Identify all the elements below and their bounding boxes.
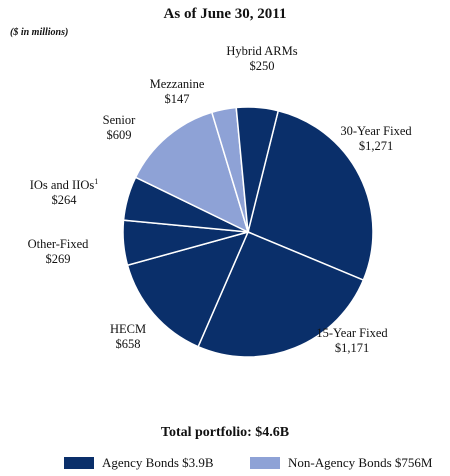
pie-slice-15-year-fixed [197, 231, 365, 358]
total-portfolio-label: Total portfolio: $4.6B [160, 425, 290, 440]
legend-item-agency: Agency Bonds $3.9B [64, 455, 214, 471]
unit-note: ($ in millions) [10, 27, 69, 38]
slice-label-30-year-fixed: 30-Year Fixed $1,271 [340, 124, 412, 153]
slice-label-15-year-fixed: 15-Year Fixed $1,171 [316, 326, 388, 355]
pie-slice-hecm [126, 230, 250, 348]
pie-slice-senior [134, 111, 250, 234]
legend-swatch-non-agency [250, 457, 280, 469]
slice-label-hecm: HECM $658 [110, 322, 146, 351]
slice-label-senior: Senior $609 [103, 113, 136, 142]
slice-label-hybrid-arms: Hybrid ARMs $250 [226, 44, 297, 73]
legend-swatch-agency [64, 457, 94, 469]
slice-label-ios-and-iios: IOs and IIOs1 $264 [30, 177, 99, 207]
slice-label-mezzanine: Mezzanine $147 [150, 77, 205, 106]
chart-title: As of June 30, 2011 [163, 6, 287, 22]
legend-item-non-agency: Non-Agency Bonds $756M [250, 455, 432, 471]
pie-slice-hybrid-arms [235, 106, 280, 233]
pie-svg: 30-Year Fixed $1,271 15-Year Fixed $1,171 HE… [28, 44, 412, 358]
legend-label-non-agency: Non-Agency Bonds $756M [288, 455, 433, 470]
legend: Agency Bonds $3.9B Non-Agency Bonds $756… [0, 455, 450, 473]
pie-slice-30-year-fixed [247, 109, 374, 282]
slice-label-other-fixed: Other-Fixed $269 [28, 237, 90, 266]
legend-label-agency: Agency Bonds $3.9B [102, 455, 214, 470]
